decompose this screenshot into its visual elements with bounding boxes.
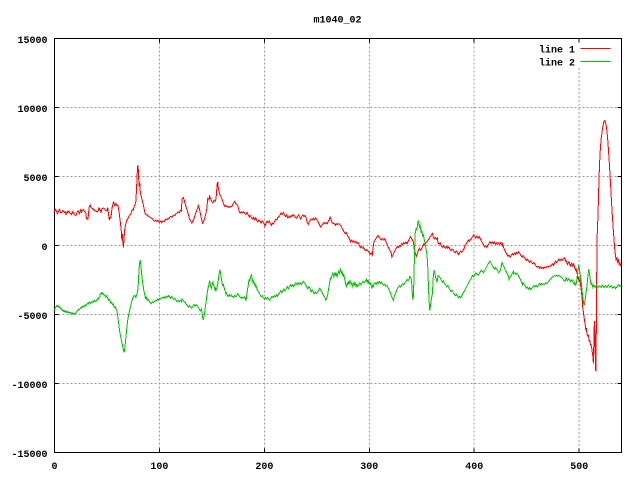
svg-text:400: 400 [465, 462, 483, 473]
svg-text:line 1: line 1 [539, 45, 575, 57]
svg-text:-10000: -10000 [11, 381, 47, 392]
svg-text:m1040_02: m1040_02 [313, 16, 361, 27]
svg-text:100: 100 [150, 462, 168, 473]
svg-text:0: 0 [41, 243, 47, 254]
svg-text:line 2: line 2 [539, 58, 575, 70]
svg-text:500: 500 [570, 462, 588, 473]
svg-text:300: 300 [360, 462, 378, 473]
svg-text:15000: 15000 [17, 36, 47, 47]
svg-text:-15000: -15000 [11, 450, 47, 461]
svg-text:-5000: -5000 [17, 312, 47, 323]
svg-text:0: 0 [51, 462, 57, 473]
svg-text:5000: 5000 [23, 174, 47, 185]
svg-text:200: 200 [255, 462, 273, 473]
svg-text:10000: 10000 [17, 105, 47, 116]
